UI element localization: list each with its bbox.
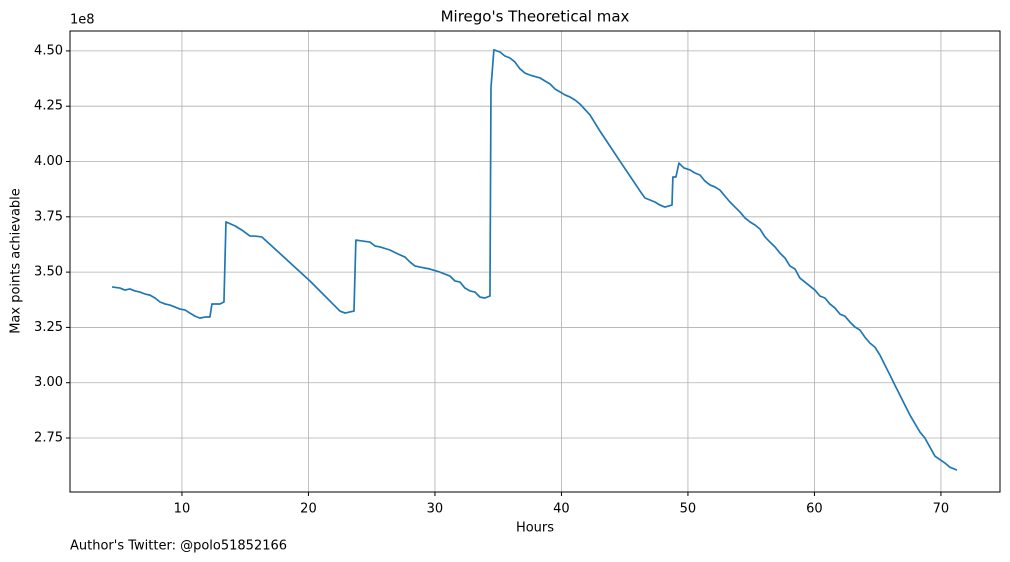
x-axis-label: Hours <box>516 521 554 536</box>
x-tick-label: 10 <box>174 502 191 517</box>
plot-frame <box>69 30 1001 493</box>
x-tick-label: 20 <box>300 502 317 517</box>
y-offset-label: 1e8 <box>70 13 95 28</box>
y-tick-label: 3.25 <box>34 320 63 335</box>
y-tick-label: 4.50 <box>34 43 63 58</box>
y-axis-label: Max points achievable <box>9 188 24 334</box>
chart-title: Mirego's Theoretical max <box>441 8 630 26</box>
x-tick-label: 40 <box>553 502 570 517</box>
footnote: Author's Twitter: @polo51852166 <box>70 539 287 554</box>
x-tick-label: 70 <box>933 502 950 517</box>
y-tick-label: 3.75 <box>34 209 63 224</box>
x-tick-label: 30 <box>427 502 444 517</box>
x-tick-label: 50 <box>680 502 697 517</box>
x-tick-label: 60 <box>806 502 823 517</box>
data-line <box>111 48 958 471</box>
y-tick-label: 4.25 <box>34 99 63 114</box>
y-tick-label: 3.50 <box>34 265 63 280</box>
y-tick-label: 2.75 <box>34 431 63 446</box>
y-tick-label: 3.00 <box>34 375 63 390</box>
y-tick-label: 4.00 <box>34 154 63 169</box>
